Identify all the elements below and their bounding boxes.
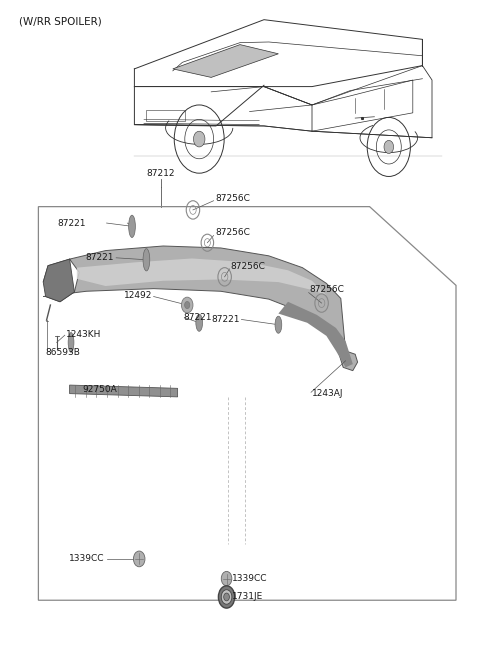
Ellipse shape [275,316,282,333]
Text: 1731JE: 1731JE [232,592,264,602]
Text: 12492: 12492 [124,291,152,300]
Ellipse shape [68,333,74,352]
Text: 87256C: 87256C [215,228,250,237]
Ellipse shape [143,249,150,271]
Text: 1339CC: 1339CC [232,574,268,583]
Text: 87221: 87221 [86,253,114,262]
Ellipse shape [196,314,203,331]
Text: 87221: 87221 [212,315,240,324]
Text: 87256C: 87256C [310,285,345,295]
Circle shape [218,586,235,608]
Circle shape [384,140,394,154]
Text: 87212: 87212 [146,169,175,178]
Text: 1243KH: 1243KH [66,330,102,339]
Circle shape [185,302,190,308]
Text: 86593B: 86593B [46,348,81,358]
Circle shape [224,593,229,601]
Circle shape [181,297,193,313]
Ellipse shape [129,215,135,237]
Polygon shape [43,259,74,302]
Polygon shape [77,258,326,295]
Text: 92750A: 92750A [83,385,117,394]
Text: 87256C: 87256C [230,262,265,272]
Polygon shape [278,302,353,367]
Text: 1243AJ: 1243AJ [312,389,343,398]
Text: 87221: 87221 [57,218,85,228]
Polygon shape [43,246,358,371]
Circle shape [221,590,232,604]
Polygon shape [70,385,178,397]
Text: 87256C: 87256C [215,194,250,203]
Polygon shape [173,45,278,77]
Circle shape [221,571,232,586]
Text: 1339CC: 1339CC [69,554,105,564]
Text: (W/RR SPOILER): (W/RR SPOILER) [19,16,102,26]
Circle shape [193,131,205,147]
Circle shape [133,551,145,567]
Text: 87221: 87221 [183,313,212,322]
